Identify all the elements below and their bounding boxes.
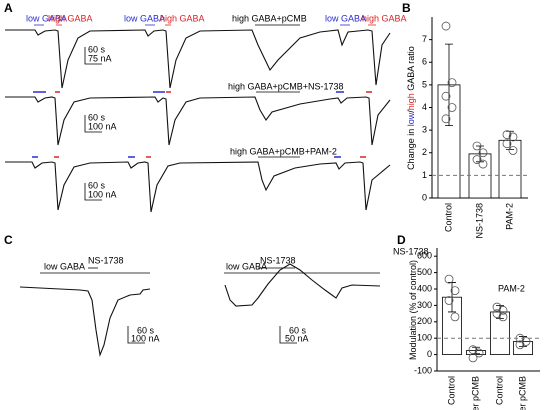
data-point — [498, 312, 508, 322]
annotation: low GABA — [226, 261, 267, 271]
panel-label: D — [397, 233, 406, 247]
y-tick-label: 4 — [422, 102, 427, 112]
data-point — [444, 274, 454, 284]
annotation: high GABA+pCMB — [232, 13, 307, 23]
annotation: 60 s — [137, 325, 155, 335]
annotation: high GABA+pCMB+NS-1738 — [228, 81, 344, 91]
y-tick-label: 100 — [417, 333, 432, 343]
x-tick-label: Control — [446, 376, 456, 405]
data-point — [444, 296, 454, 305]
y-axis-label: Modulation (% of control) — [408, 260, 418, 360]
annotation: 100 nA — [88, 189, 117, 199]
error-bar — [445, 43, 453, 126]
trace — [5, 29, 391, 89]
y-tick-label: 400 — [417, 283, 432, 293]
data-point — [441, 91, 451, 101]
annotation: high GABA — [160, 13, 205, 23]
y-axis-label: Change in low/high GABA ratio — [406, 46, 416, 170]
y-tick-label: 300 — [417, 300, 432, 310]
annotation: 50 nA — [285, 333, 309, 343]
data-point — [502, 130, 512, 140]
y-tick-label: 3 — [422, 125, 427, 135]
y-label-part: GABA ratio — [406, 46, 416, 93]
annotation: 100 nA — [88, 121, 117, 131]
y-tick-label: 7 — [422, 34, 427, 44]
annotation: high GABA+pCMB+PAM-2 — [230, 146, 337, 156]
group-label: PAM-2 — [498, 283, 525, 293]
panel-label: B — [402, 1, 411, 15]
data-point — [502, 139, 512, 149]
data-point — [472, 155, 482, 164]
annotation: high GABA — [362, 13, 407, 23]
x-tick-label: NS-1738 — [474, 203, 484, 239]
y-tick-label: 5 — [422, 79, 427, 89]
data-point — [474, 348, 484, 358]
data-point — [515, 340, 525, 350]
stimulus-bars — [32, 24, 376, 201]
data-point — [478, 148, 488, 158]
data-point — [441, 21, 451, 31]
annotation: low GABA — [124, 13, 165, 23]
data-point — [447, 78, 457, 88]
y-tick-label: 0 — [422, 192, 427, 202]
trace — [5, 96, 391, 146]
data-point — [450, 312, 460, 322]
annotation: low GABA — [325, 13, 366, 23]
x-tick-label: Control — [443, 203, 453, 232]
annotation: low GABA — [44, 261, 85, 271]
annotation: 100 nA — [131, 333, 160, 343]
data-point — [508, 132, 518, 142]
annotation: low GABA — [26, 13, 67, 23]
y-label-part: / — [406, 110, 416, 113]
trace — [224, 263, 381, 307]
x-tick-label: Control — [494, 376, 504, 405]
annotation: high GABA — [48, 13, 93, 23]
y-label-part: Modulation (% of control) — [408, 260, 418, 360]
y-label-part: Change in — [406, 126, 416, 170]
y-tick-label: 2 — [422, 147, 427, 157]
y-tick-label: 500 — [417, 267, 432, 277]
y-tick-label: 1 — [422, 170, 427, 180]
data-point — [508, 146, 518, 155]
y-tick-label: -100 — [414, 365, 432, 375]
group-label: NS-1738 — [393, 246, 429, 256]
trace — [5, 161, 391, 213]
panel-label: A — [4, 1, 13, 15]
data-point — [478, 159, 488, 169]
annotation: 60 s — [88, 112, 106, 122]
annotation: NS-1738 — [260, 255, 296, 265]
panel-label: C — [4, 233, 13, 247]
x-tick-label: After pCMB — [517, 376, 527, 410]
data-point — [468, 353, 478, 363]
y-tick-label: 6 — [422, 57, 427, 67]
trace — [19, 286, 151, 358]
y-label-part: low — [406, 112, 416, 126]
x-tick-label: PAM-2 — [504, 203, 514, 230]
data-point — [447, 103, 457, 112]
annotation: 60 s — [289, 325, 307, 335]
data-point — [450, 286, 460, 296]
y-tick-label: 200 — [417, 316, 432, 326]
annotation: 60 s — [88, 44, 106, 54]
y-tick-label: 600 — [417, 251, 432, 261]
data-point — [472, 141, 482, 151]
y-tick-label: 0 — [427, 349, 432, 359]
error-bar — [448, 282, 456, 313]
data-point — [441, 114, 451, 124]
annotation: 75 nA — [88, 53, 112, 63]
annotation: 60 s — [88, 180, 106, 190]
x-tick-label: After pCMB — [470, 376, 480, 410]
stimulus-bars — [40, 267, 380, 344]
y-label-part: high — [406, 93, 416, 110]
annotation: NS-1738 — [88, 255, 124, 265]
